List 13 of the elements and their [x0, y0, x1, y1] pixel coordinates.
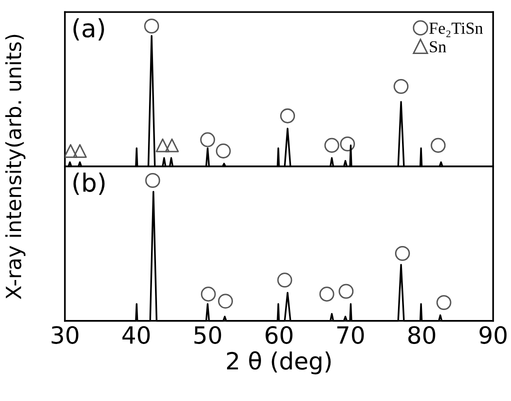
- legend-label: Fe₂TiSn: [429, 22, 483, 38]
- x-tick-label: 60: [266, 326, 292, 344]
- annotation: (b): [73, 172, 105, 195]
- x-tick-label: 70: [337, 326, 364, 344]
- x-tick-label: 80: [408, 326, 436, 344]
- x-tick-label: 40: [122, 326, 150, 344]
- x-tick-label: 30: [52, 326, 78, 344]
- x-tick-label: 90: [480, 326, 507, 344]
- y-axis-title: X-ray intensity(arb. units): [5, 34, 26, 300]
- x-tick-label: 50: [194, 326, 222, 344]
- annotation: (a): [73, 18, 104, 40]
- x-axis-title: 2 θ (deg): [227, 351, 331, 374]
- legend-label: Sn: [430, 41, 446, 52]
